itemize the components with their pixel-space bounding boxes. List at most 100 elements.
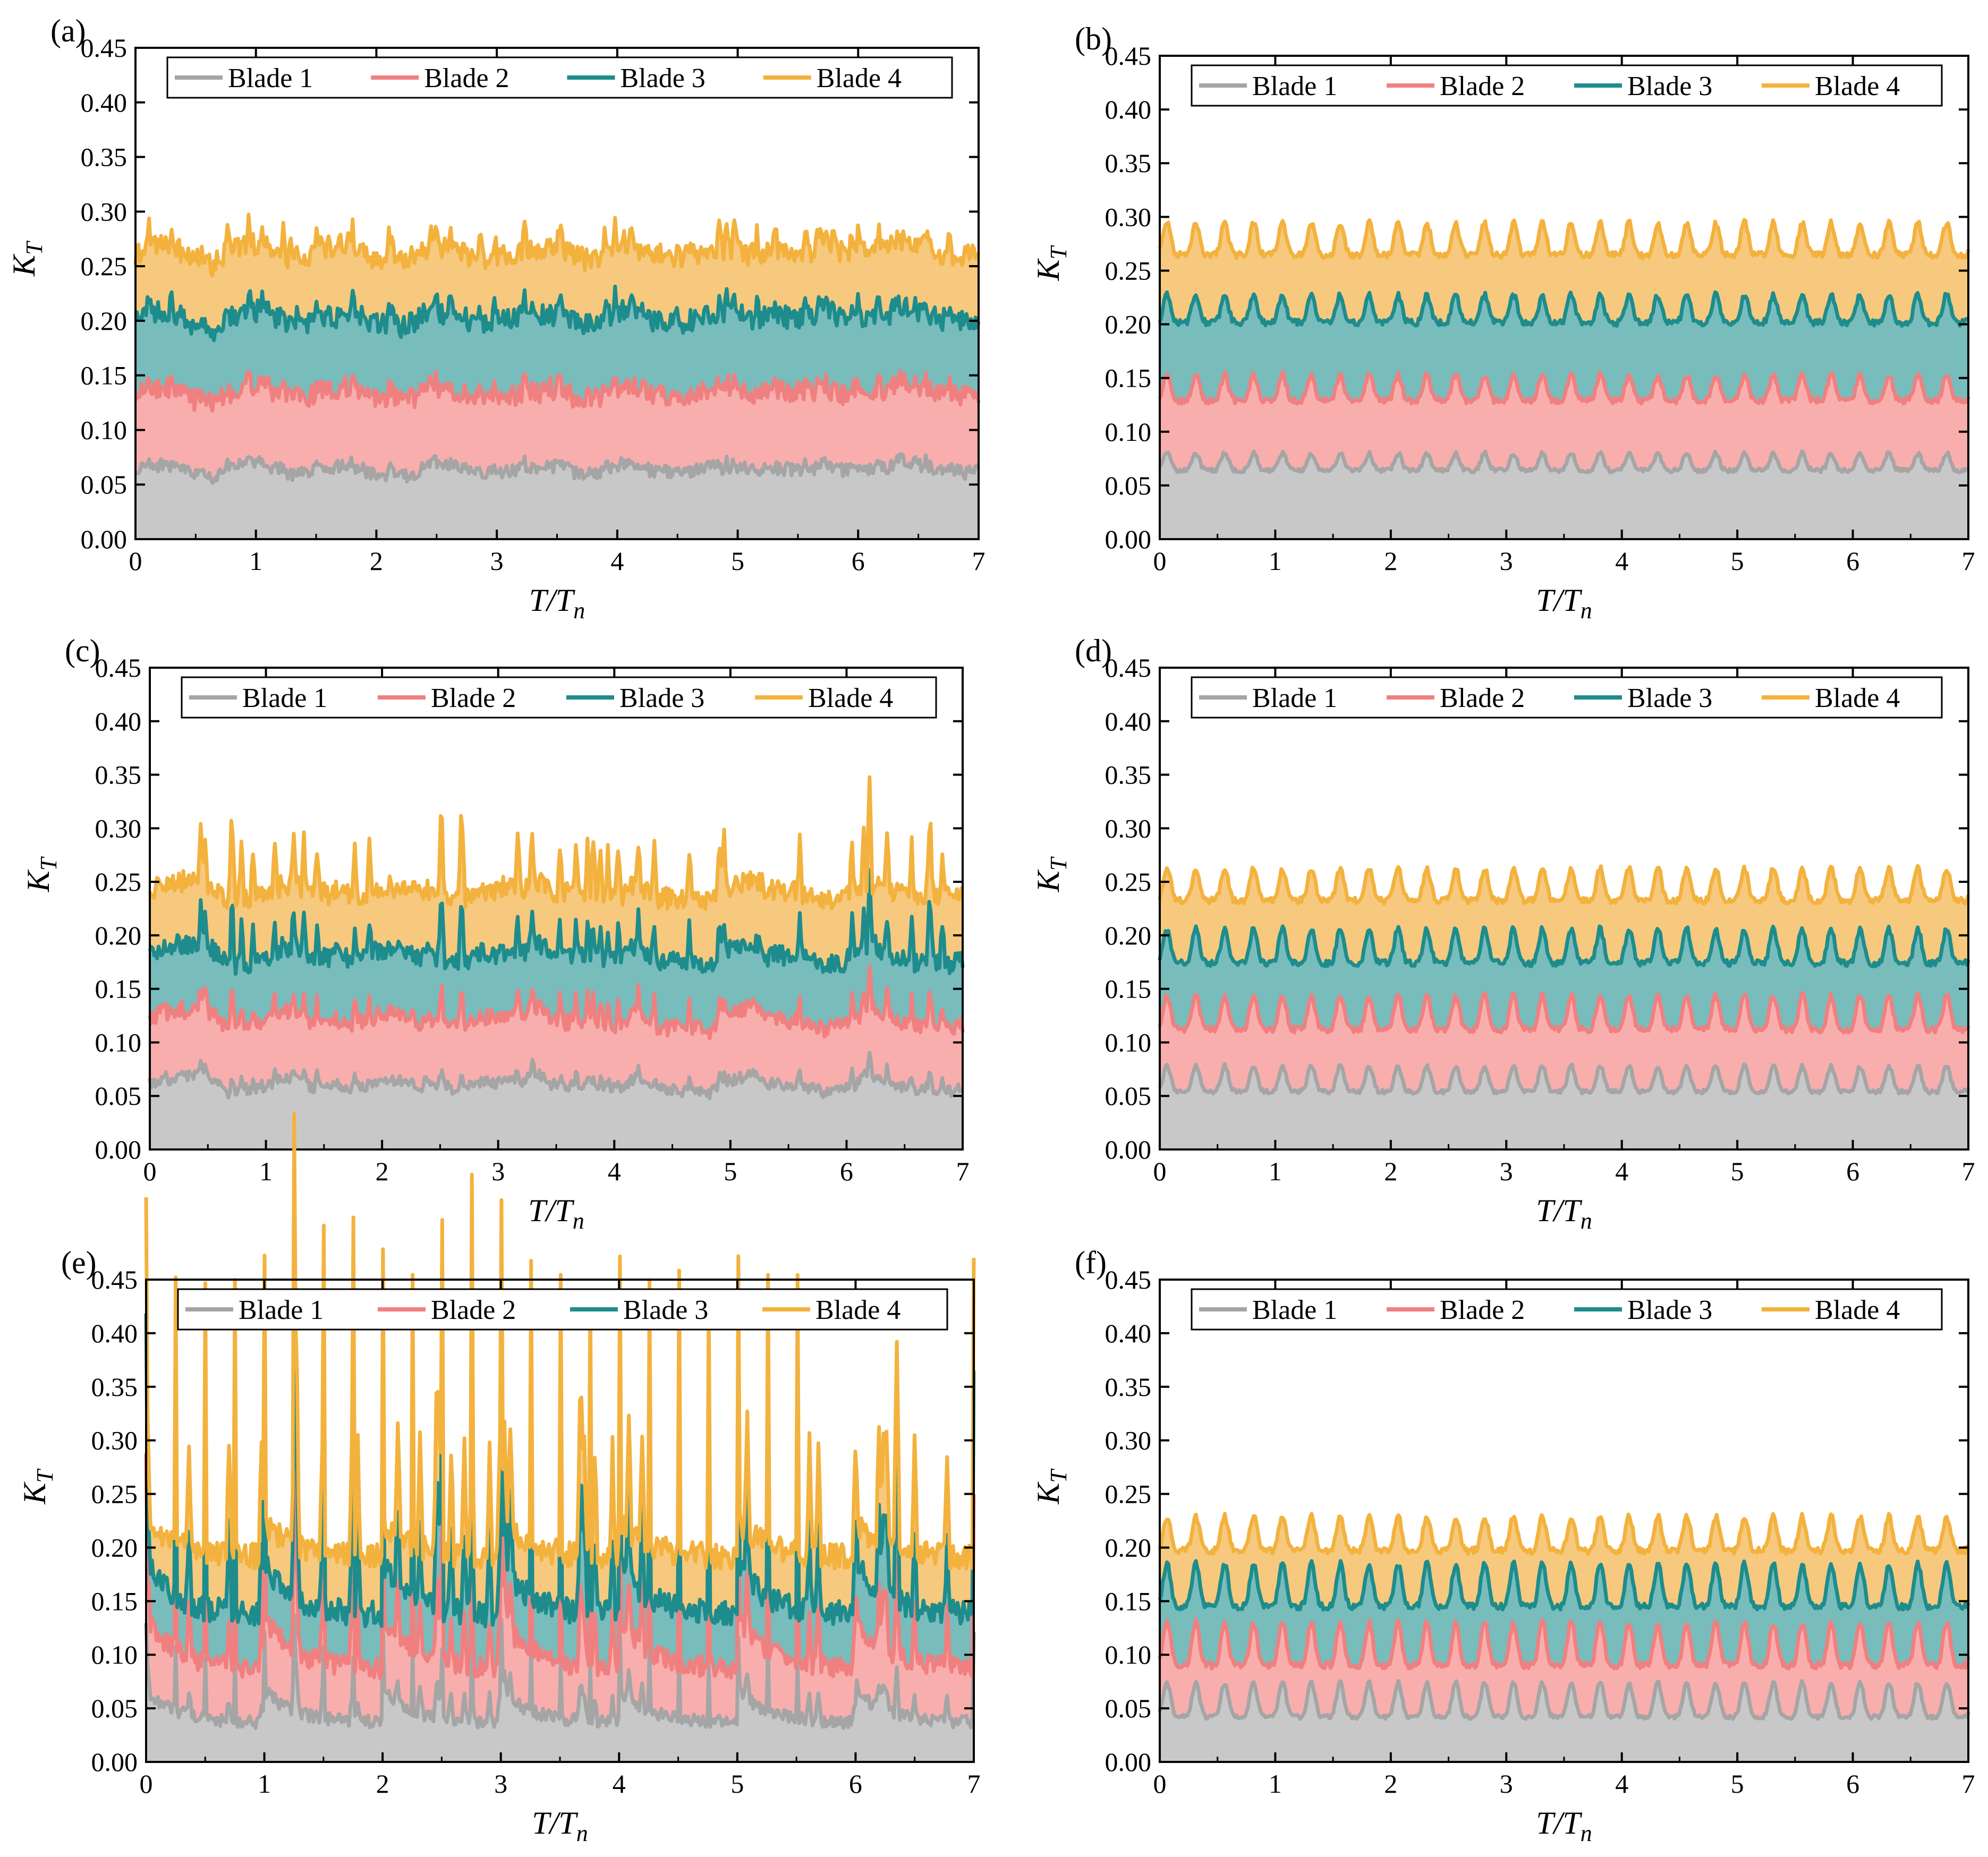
y-tick-label: 0.20 bbox=[91, 1532, 138, 1562]
series-line-3 bbox=[1158, 924, 1970, 968]
legend-box bbox=[1191, 676, 1943, 719]
y-tick-label: 0.05 bbox=[1105, 1693, 1152, 1723]
legend-box bbox=[177, 1288, 948, 1331]
legend-label-4: Blade 4 bbox=[1815, 71, 1900, 101]
y-axis-title: KT bbox=[21, 856, 62, 892]
chart-panel-1: 0 1 2 3 4 5 6 7 0.00 0.05 0.10 0.15 0.20 0.25 0.30 0.35… bbox=[1031, 21, 1975, 624]
y-tick-label: 0.45 bbox=[1105, 1265, 1152, 1294]
x-axis-title: T/Tn bbox=[1536, 1805, 1592, 1846]
series-fill-1 bbox=[1160, 1681, 1968, 1762]
y-tick-label: 0.05 bbox=[81, 470, 128, 499]
y-tick-label: 0.20 bbox=[1105, 1532, 1152, 1562]
legend-label-2: Blade 2 bbox=[431, 683, 516, 713]
y-axis-title: KT bbox=[6, 240, 47, 277]
series-line-4 bbox=[133, 212, 981, 278]
x-tick-label: 4 bbox=[1615, 546, 1628, 576]
x-tick-label: 5 bbox=[1731, 546, 1744, 576]
series-line-3 bbox=[148, 868, 965, 976]
series-line-1 bbox=[134, 452, 981, 485]
x-tick-label: 1 bbox=[1269, 1156, 1282, 1186]
x-tick-label: 2 bbox=[370, 546, 383, 576]
y-tick-label: 0.10 bbox=[1105, 417, 1152, 447]
y-tick-label: 0.30 bbox=[95, 813, 142, 843]
x-tick-label: 6 bbox=[1846, 1769, 1859, 1799]
x-tick-label: 2 bbox=[376, 1769, 389, 1799]
y-tick-label: 0.35 bbox=[1105, 1372, 1152, 1402]
x-tick-label: 2 bbox=[376, 1156, 389, 1186]
x-tick-label: 6 bbox=[1846, 1156, 1859, 1186]
y-tick-label: 0.45 bbox=[91, 1265, 138, 1294]
x-tick-label: 1 bbox=[259, 1156, 273, 1186]
y-axis-title: KT bbox=[1031, 245, 1072, 282]
x-tick-label: 2 bbox=[1384, 546, 1397, 576]
legend-label-4: Blade 4 bbox=[1815, 1295, 1900, 1325]
x-tick-label: 4 bbox=[610, 546, 624, 576]
x-tick-label: 1 bbox=[249, 546, 262, 576]
y-tick-label: 0.10 bbox=[91, 1640, 138, 1669]
y-tick-label: 0.20 bbox=[95, 921, 142, 950]
y-tick-label: 0.10 bbox=[81, 415, 128, 445]
x-tick-label: 7 bbox=[1962, 1769, 1975, 1799]
y-tick-label: 0.25 bbox=[81, 251, 128, 281]
legend-box bbox=[1191, 1288, 1943, 1331]
series-line-3 bbox=[1158, 290, 1969, 328]
series-line-4 bbox=[1158, 218, 1970, 260]
series-line-1 bbox=[1158, 1679, 1970, 1721]
legend-label-1: Blade 1 bbox=[242, 683, 327, 713]
y-tick-label: 0.15 bbox=[91, 1586, 138, 1616]
y-tick-label: 0.40 bbox=[1105, 1318, 1152, 1348]
x-axis-title: T/Tn bbox=[529, 583, 585, 624]
x-tick-label: 0 bbox=[1153, 1769, 1167, 1799]
series-line-2 bbox=[135, 369, 981, 413]
y-tick-label: 0.00 bbox=[1105, 1135, 1152, 1164]
x-axis-title: T/Tn bbox=[1536, 583, 1592, 624]
series-fill-1 bbox=[1160, 1063, 1968, 1149]
x-tick-label: 6 bbox=[852, 546, 865, 576]
y-tick-label: 0.25 bbox=[1105, 255, 1152, 285]
x-tick-label: 5 bbox=[724, 1156, 737, 1186]
x-tick-label: 7 bbox=[972, 546, 985, 576]
legend-label-3: Blade 3 bbox=[619, 683, 704, 713]
legend-label-4: Blade 4 bbox=[817, 63, 902, 93]
legend-label-3: Blade 3 bbox=[1627, 683, 1712, 713]
y-tick-label: 0.05 bbox=[1105, 471, 1152, 500]
y-axis-title: KT bbox=[17, 1468, 58, 1505]
y-tick-label: 0.35 bbox=[95, 760, 142, 790]
x-axis-title: T/Tn bbox=[1536, 1193, 1592, 1234]
y-tick-label: 0.15 bbox=[1105, 974, 1152, 1004]
legend-box bbox=[1191, 64, 1943, 107]
y-tick-label: 0.25 bbox=[91, 1479, 138, 1509]
y-tick-label: 0.30 bbox=[81, 197, 128, 226]
x-tick-label: 0 bbox=[140, 1769, 153, 1799]
y-tick-label: 0.15 bbox=[81, 361, 128, 390]
panel-label: (e) bbox=[61, 1245, 97, 1280]
y-axis-title: KT bbox=[1031, 856, 1072, 892]
legend-box bbox=[181, 676, 937, 719]
y-tick-label: 0.10 bbox=[95, 1027, 142, 1057]
legend-label-4: Blade 4 bbox=[815, 1295, 900, 1325]
y-tick-label: 0.15 bbox=[1105, 1586, 1152, 1616]
legend-label-2: Blade 2 bbox=[424, 63, 509, 93]
x-tick-label: 3 bbox=[490, 546, 504, 576]
x-tick-label: 6 bbox=[840, 1156, 853, 1186]
panel-label: (c) bbox=[65, 633, 100, 668]
legend-label-1: Blade 1 bbox=[1252, 71, 1337, 101]
legend-label-2: Blade 2 bbox=[1440, 71, 1525, 101]
series-line-2 bbox=[1158, 990, 1970, 1035]
x-tick-label: 7 bbox=[967, 1769, 981, 1799]
y-tick-label: 0.40 bbox=[95, 706, 142, 736]
series-fill-1 bbox=[1160, 451, 1968, 539]
panel-label: (d) bbox=[1075, 633, 1112, 668]
x-tick-label: 2 bbox=[1384, 1769, 1397, 1799]
y-tick-label: 0.40 bbox=[1105, 706, 1152, 736]
x-tick-label: 1 bbox=[1269, 1769, 1282, 1799]
x-tick-label: 3 bbox=[1500, 546, 1513, 576]
series-line-2 bbox=[148, 964, 965, 1041]
y-tick-label: 0.40 bbox=[91, 1318, 138, 1348]
y-tick-label: 0.05 bbox=[1105, 1081, 1152, 1111]
panel-label: (b) bbox=[1075, 21, 1112, 56]
x-tick-label: 4 bbox=[1615, 1769, 1628, 1799]
y-tick-label: 0.30 bbox=[1105, 202, 1152, 232]
y-tick-label: 0.20 bbox=[1105, 310, 1152, 339]
